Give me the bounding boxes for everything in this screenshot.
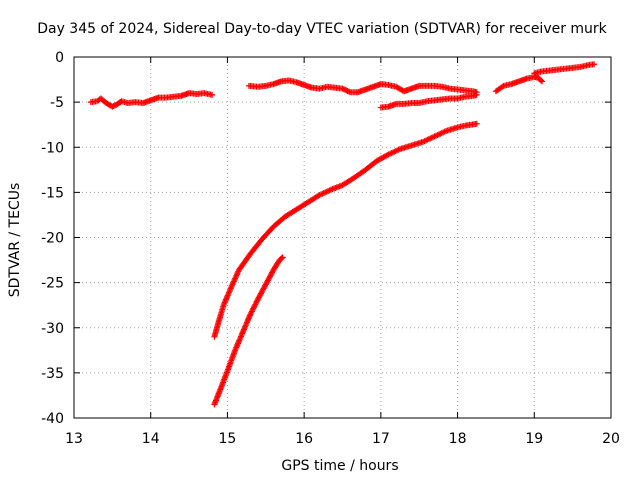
data-point bbox=[499, 83, 506, 90]
data-point bbox=[384, 152, 391, 159]
series-track-f bbox=[211, 120, 480, 340]
data-point bbox=[248, 309, 255, 316]
data-point bbox=[257, 290, 264, 297]
data-point bbox=[269, 269, 276, 276]
data-point bbox=[266, 273, 273, 280]
x-tick-label: 19 bbox=[525, 431, 543, 447]
data-point bbox=[253, 300, 260, 307]
data-point bbox=[252, 301, 259, 308]
data-point bbox=[257, 291, 264, 298]
y-tick-label: -20 bbox=[41, 231, 64, 247]
data-point bbox=[345, 88, 352, 95]
grid bbox=[74, 57, 611, 418]
data-point bbox=[267, 272, 274, 279]
data-point bbox=[473, 91, 480, 98]
axis-ticks bbox=[73, 56, 612, 419]
data-point bbox=[259, 287, 266, 294]
series-track-d bbox=[492, 73, 545, 95]
y-tick-label: 0 bbox=[55, 50, 64, 66]
y-tick-label: -5 bbox=[50, 95, 64, 111]
data-point bbox=[254, 297, 261, 304]
data-point bbox=[260, 285, 267, 292]
x-tick-label: 13 bbox=[65, 431, 83, 447]
data-point bbox=[473, 120, 480, 127]
series-track-e bbox=[531, 61, 598, 77]
x-tick-label: 16 bbox=[295, 431, 313, 447]
x-tick-label: 20 bbox=[602, 431, 620, 447]
data-point bbox=[266, 274, 273, 281]
data-point bbox=[265, 276, 272, 283]
data-point bbox=[255, 295, 262, 302]
y-tick-label: -40 bbox=[41, 411, 64, 427]
data-point bbox=[591, 61, 598, 68]
data-point bbox=[279, 254, 286, 261]
data-point bbox=[256, 293, 263, 300]
data-points bbox=[87, 61, 598, 408]
y-tick-label: -10 bbox=[41, 140, 64, 156]
x-tick-label: 15 bbox=[219, 431, 237, 447]
data-point bbox=[268, 270, 275, 277]
x-tick-label: 17 bbox=[372, 431, 390, 447]
x-tick-label: 18 bbox=[449, 431, 467, 447]
y-tick-labels: 0 -5 -10 -15 -20 -25 -30 -35 -40 bbox=[41, 50, 64, 427]
data-point bbox=[255, 294, 262, 301]
data-point bbox=[264, 278, 271, 285]
series-track-b bbox=[245, 77, 480, 96]
series-track-a bbox=[87, 90, 216, 110]
data-point bbox=[209, 91, 216, 98]
data-point bbox=[262, 282, 269, 289]
data-point bbox=[249, 307, 256, 314]
data-point bbox=[261, 284, 268, 291]
data-point bbox=[250, 305, 257, 312]
y-tick-label: -25 bbox=[41, 276, 64, 292]
data-point bbox=[262, 281, 269, 288]
data-point bbox=[537, 77, 544, 84]
data-point bbox=[263, 280, 270, 287]
y-tick-label: -35 bbox=[41, 366, 64, 382]
y-tick-label: -15 bbox=[41, 185, 64, 201]
data-point bbox=[248, 308, 255, 315]
data-point bbox=[259, 286, 266, 293]
data-point bbox=[278, 255, 285, 262]
data-point bbox=[264, 277, 271, 284]
y-tick-label: -30 bbox=[41, 321, 64, 337]
data-point bbox=[538, 78, 545, 85]
data-point bbox=[247, 311, 254, 318]
x-tick-labels: 13 14 15 16 17 18 19 20 bbox=[65, 431, 620, 447]
y-axis-label: SDTVAR / TECUs bbox=[7, 183, 23, 298]
series-track-g bbox=[211, 254, 286, 408]
x-tick-label: 14 bbox=[142, 431, 160, 447]
series-track-c bbox=[377, 91, 480, 111]
data-point bbox=[250, 304, 257, 311]
data-point bbox=[251, 302, 258, 309]
x-axis-label: GPS time / hours bbox=[281, 458, 398, 474]
chart-title: Day 345 of 2024, Sidereal Day-to-day VTE… bbox=[37, 21, 607, 37]
data-point bbox=[258, 289, 265, 296]
data-point bbox=[253, 298, 260, 305]
